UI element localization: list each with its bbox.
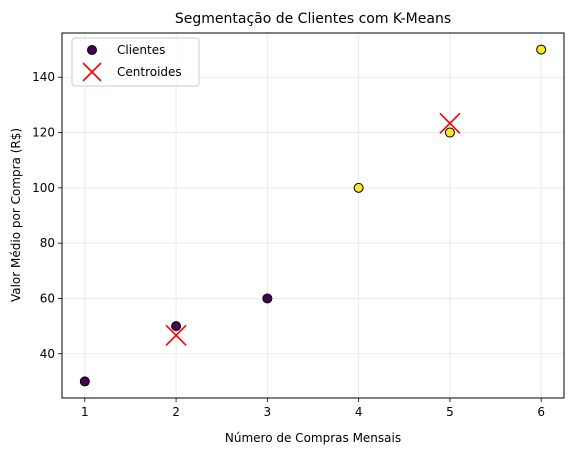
x-tick-label: 3 [264,405,272,419]
y-tick-label: 120 [32,126,55,140]
legend: Clientes Centroides [71,37,200,87]
y-tick-label: 40 [40,347,55,361]
data-point [262,293,273,304]
x-axis: 1 2 3 4 5 6 [81,398,545,419]
data-point [79,376,90,387]
points-layer [79,44,547,387]
legend-centroides-label: Centroides [117,65,182,79]
y-tick-label: 80 [40,236,55,250]
centroid-stroke [439,112,461,134]
y-tick-label: 100 [32,181,55,195]
chart-title: Segmentação de Clientes com K-Means [175,11,451,27]
plot-area [61,32,565,399]
x-tick-label: 1 [81,405,89,419]
data-point [171,321,182,332]
y-axis-label: Valor Médio por Compra (R$) [9,128,23,302]
centroid-stroke [165,324,187,346]
x-tick-label: 5 [446,405,454,419]
centroid-marker [439,112,461,134]
legend-centroides-marker [82,62,102,82]
legend-box [71,37,200,87]
data-point [536,44,547,55]
data-point [353,182,364,193]
legend-clientes-marker [87,45,97,55]
x-tick-label: 6 [537,405,545,419]
legend-clientes-label: Clientes [117,43,165,57]
y-tick-label: 60 [40,291,55,305]
x-tick-label: 2 [172,405,180,419]
x-axis-label: Número de Compras Mensais [225,431,401,445]
y-tick-label: 140 [32,70,55,84]
data-point [444,127,455,138]
grid [62,33,564,398]
x-tick-label: 4 [355,405,363,419]
y-axis: 40 60 80 100 120 140 [32,70,62,361]
centroid-marker [165,324,187,346]
